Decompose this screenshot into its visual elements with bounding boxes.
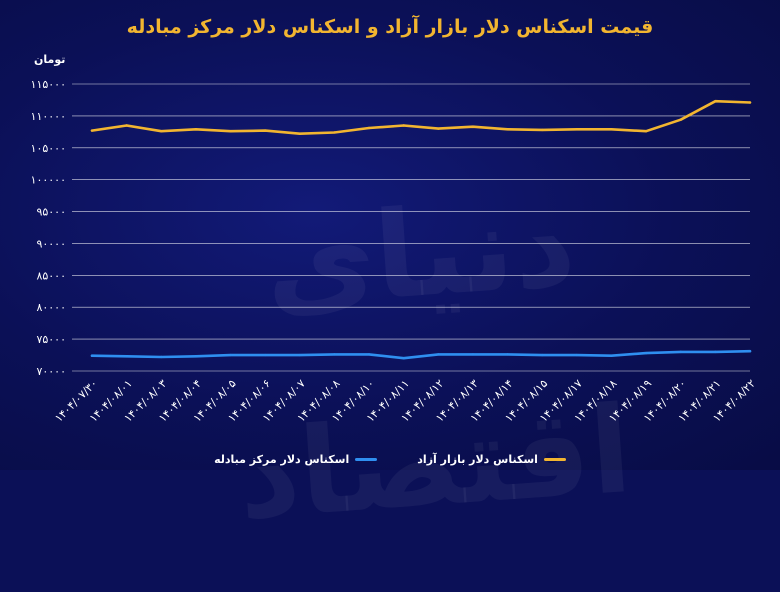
data-point	[367, 126, 371, 130]
legend-item-exchange-center: اسکناس دلار مرکز مبادله	[214, 450, 378, 468]
data-point	[471, 353, 475, 356]
y-tick-label: ۸۵۰۰۰	[36, 269, 66, 282]
data-point	[506, 353, 509, 356]
data-point	[541, 128, 544, 132]
data-point	[575, 353, 579, 357]
data-point	[229, 353, 232, 357]
data-point	[229, 129, 232, 133]
y-tick-label: ۱۱۵۰۰۰	[31, 78, 66, 91]
data-point	[298, 353, 301, 357]
data-point	[90, 129, 94, 132]
data-point	[333, 131, 336, 134]
chart-background	[0, 0, 780, 470]
data-point	[748, 350, 752, 353]
data-point	[402, 357, 405, 360]
legend-item-free-market: اسکناس دلار بازار آزاد	[417, 450, 566, 468]
data-point	[263, 353, 267, 357]
legend-swatch-free-market	[543, 457, 566, 461]
y-tick-label: ۱۰۰۰۰۰	[31, 174, 66, 187]
data-point	[194, 128, 198, 131]
data-point	[541, 353, 544, 357]
data-point	[160, 355, 163, 359]
y-axis-unit-label: تومان	[34, 53, 66, 66]
data-point	[333, 353, 336, 356]
data-point	[125, 124, 128, 127]
data-point	[575, 128, 579, 131]
data-point	[402, 124, 405, 127]
data-point	[471, 125, 475, 128]
data-point	[90, 354, 94, 357]
legend-swatch-exchange-center	[355, 457, 378, 461]
y-tick-label: ۹۰۰۰۰	[36, 237, 66, 250]
legend: اسکناس دلار بازار آزاد اسکناس دلار مرکز …	[0, 450, 780, 468]
data-point	[714, 100, 717, 103]
y-tick-label: ۸۰۰۰۰	[36, 301, 66, 314]
series-line-free-market	[90, 99, 752, 135]
data-point	[506, 128, 509, 131]
data-point	[263, 129, 267, 132]
data-point	[194, 355, 198, 358]
data-point	[610, 354, 613, 357]
data-point	[610, 128, 613, 131]
data-point	[644, 351, 648, 355]
data-point	[125, 355, 128, 358]
legend-label-free-market: اسکناس دلار بازار آزاد	[417, 452, 538, 466]
line-chart: ۷۰۰۰۰ ۷۵۰۰۰ ۸۰۰۰۰ ۸۵۰۰۰ ۹۰۰۰۰ ۹۵۰۰۰ ۱۰۰۰۰۰ ۱۰۵۰…	[31, 78, 759, 425]
chart-title: قیمت اسکناس دلار بازار آزاد و اسکناس دلا…	[126, 16, 654, 38]
series-line-exchange-center	[90, 349, 752, 360]
y-tick-label: ۷۵۰۰۰	[36, 333, 66, 346]
data-point	[679, 350, 682, 354]
y-tick-label: ۷۰۰۰۰	[36, 365, 66, 378]
data-point	[437, 127, 440, 130]
data-point	[437, 353, 440, 356]
data-point	[298, 132, 301, 135]
data-point	[679, 118, 682, 121]
y-tick-label: ۱۰۵۰۰۰	[31, 142, 66, 155]
data-point	[644, 129, 648, 133]
y-tick-label: ۱۱۰۰۰۰	[31, 110, 66, 123]
legend-label-exchange-center: اسکناس دلار مرکز مبادله	[214, 452, 350, 466]
y-tick-label: ۹۵۰۰۰	[36, 206, 66, 219]
data-point	[160, 129, 163, 133]
data-point	[748, 101, 752, 104]
data-point	[714, 350, 717, 354]
data-point	[367, 353, 371, 356]
